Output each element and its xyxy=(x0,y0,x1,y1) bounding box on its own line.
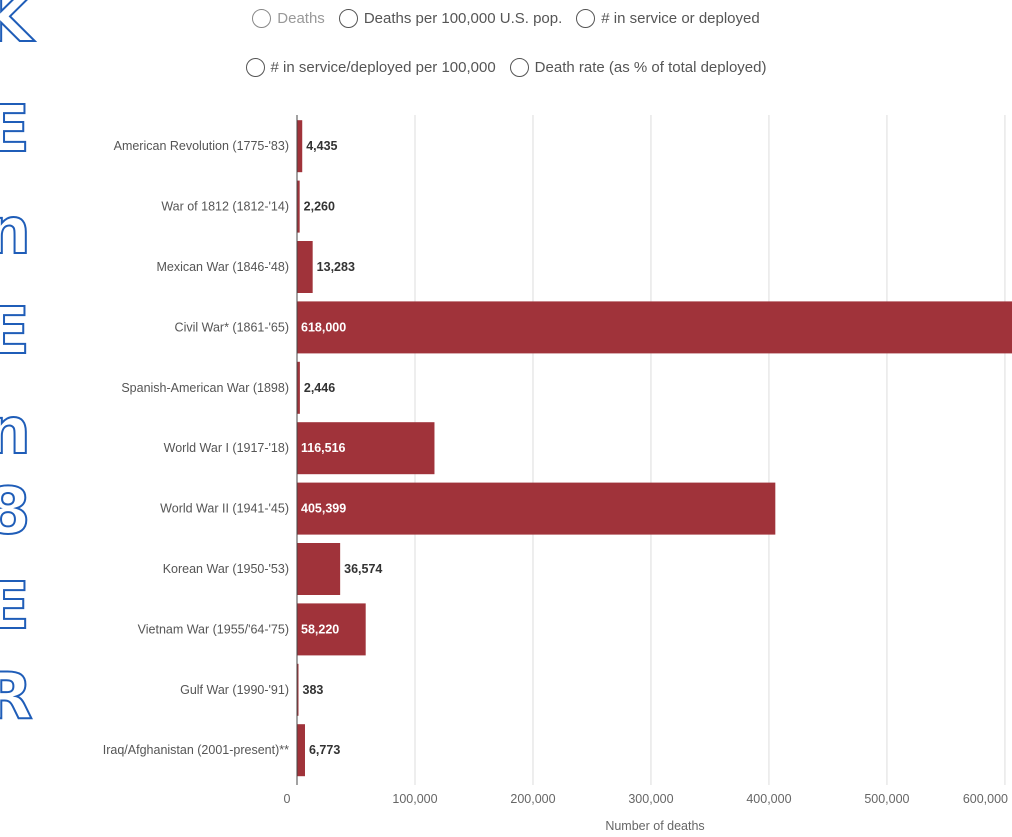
bar xyxy=(297,663,299,716)
radio-circle-icon[interactable] xyxy=(252,9,272,28)
bar xyxy=(297,361,300,414)
category-label: American Revolution (1775-'83) xyxy=(114,139,289,153)
category-label: Iraq/Afghanistan (2001-present)** xyxy=(103,743,289,757)
category-label: Civil War* (1861-'65) xyxy=(175,320,289,334)
radio-circle-icon[interactable] xyxy=(576,9,596,28)
side-letter: E xyxy=(0,295,31,369)
side-letter: 8 xyxy=(0,475,31,549)
side-letter: K xyxy=(0,0,34,57)
side-letter: E xyxy=(0,570,31,644)
bar xyxy=(297,120,303,173)
bar xyxy=(297,543,341,595)
radio-label: # in service or deployed xyxy=(601,10,760,27)
value-label: 36,574 xyxy=(344,562,382,576)
side-letter: R xyxy=(0,660,34,734)
value-label: 2,260 xyxy=(304,200,335,214)
category-label: Vietnam War (1955/'64-'75) xyxy=(138,622,289,636)
x-tick-label: 500,000 xyxy=(864,792,909,806)
bar xyxy=(297,180,300,233)
metric-options-row-1: Deaths Deaths per 100,000 U.S. pop. # in… xyxy=(0,9,1012,28)
category-label: World War I (1917-'18) xyxy=(164,441,289,455)
bar xyxy=(297,724,305,777)
category-label: Spanish-American War (1898) xyxy=(121,381,289,395)
radio-label: Deaths xyxy=(277,10,325,27)
x-tick-label: 400,000 xyxy=(746,792,791,806)
x-tick-label: 200,000 xyxy=(510,792,555,806)
value-label: 383 xyxy=(303,683,324,697)
value-label: 4,435 xyxy=(306,139,337,153)
side-letter: n xyxy=(0,395,32,469)
radio-circle-icon[interactable] xyxy=(338,9,358,28)
value-label: 6,773 xyxy=(309,743,340,757)
metric-options-row-2: # in service/deployed per 100,000 Death … xyxy=(0,58,1012,77)
value-label: 2,446 xyxy=(304,381,335,395)
radio-death-rate[interactable]: Death rate (as % of total deployed) xyxy=(509,58,767,77)
x-axis-title: Number of deaths xyxy=(605,819,704,833)
bar xyxy=(297,422,435,475)
value-label: 405,399 xyxy=(301,502,346,516)
value-label: 13,283 xyxy=(317,260,355,274)
radio-label: Deaths per 100,000 U.S. pop. xyxy=(363,10,563,27)
bar xyxy=(297,482,776,535)
x-tick-label: 0 xyxy=(284,792,291,806)
side-letter: n xyxy=(0,195,32,269)
radio-label: Death rate (as % of total deployed) xyxy=(534,59,767,76)
category-label: Korean War (1950-'53) xyxy=(163,562,289,576)
value-label: 618,000 xyxy=(301,320,346,334)
radio-in-service[interactable]: # in service or deployed xyxy=(576,9,760,28)
radio-label: # in service/deployed per 100,000 xyxy=(270,59,496,76)
category-label: Gulf War (1990-'91) xyxy=(180,683,289,697)
radio-deaths-per-100k[interactable]: Deaths per 100,000 U.S. pop. xyxy=(338,9,563,28)
radio-circle-icon[interactable] xyxy=(245,58,265,77)
bar xyxy=(297,301,1012,354)
x-tick-label: 300,000 xyxy=(628,792,673,806)
side-letter: E xyxy=(0,93,31,167)
radio-deaths[interactable]: Deaths xyxy=(252,9,325,28)
x-tick-label: 100,000 xyxy=(392,792,437,806)
bar xyxy=(297,603,366,656)
x-tick-label: 600,000 xyxy=(963,792,1008,806)
radio-in-service-per-100k[interactable]: # in service/deployed per 100,000 xyxy=(245,58,496,77)
category-label: World War II (1941-'45) xyxy=(160,502,289,516)
category-label: War of 1812 (1812-'14) xyxy=(161,200,289,214)
radio-circle-icon[interactable] xyxy=(509,58,529,77)
value-label: 58,220 xyxy=(301,622,339,636)
value-label: 116,516 xyxy=(301,441,346,455)
category-label: Mexican War (1846-'48) xyxy=(156,260,289,274)
bar xyxy=(297,241,313,293)
